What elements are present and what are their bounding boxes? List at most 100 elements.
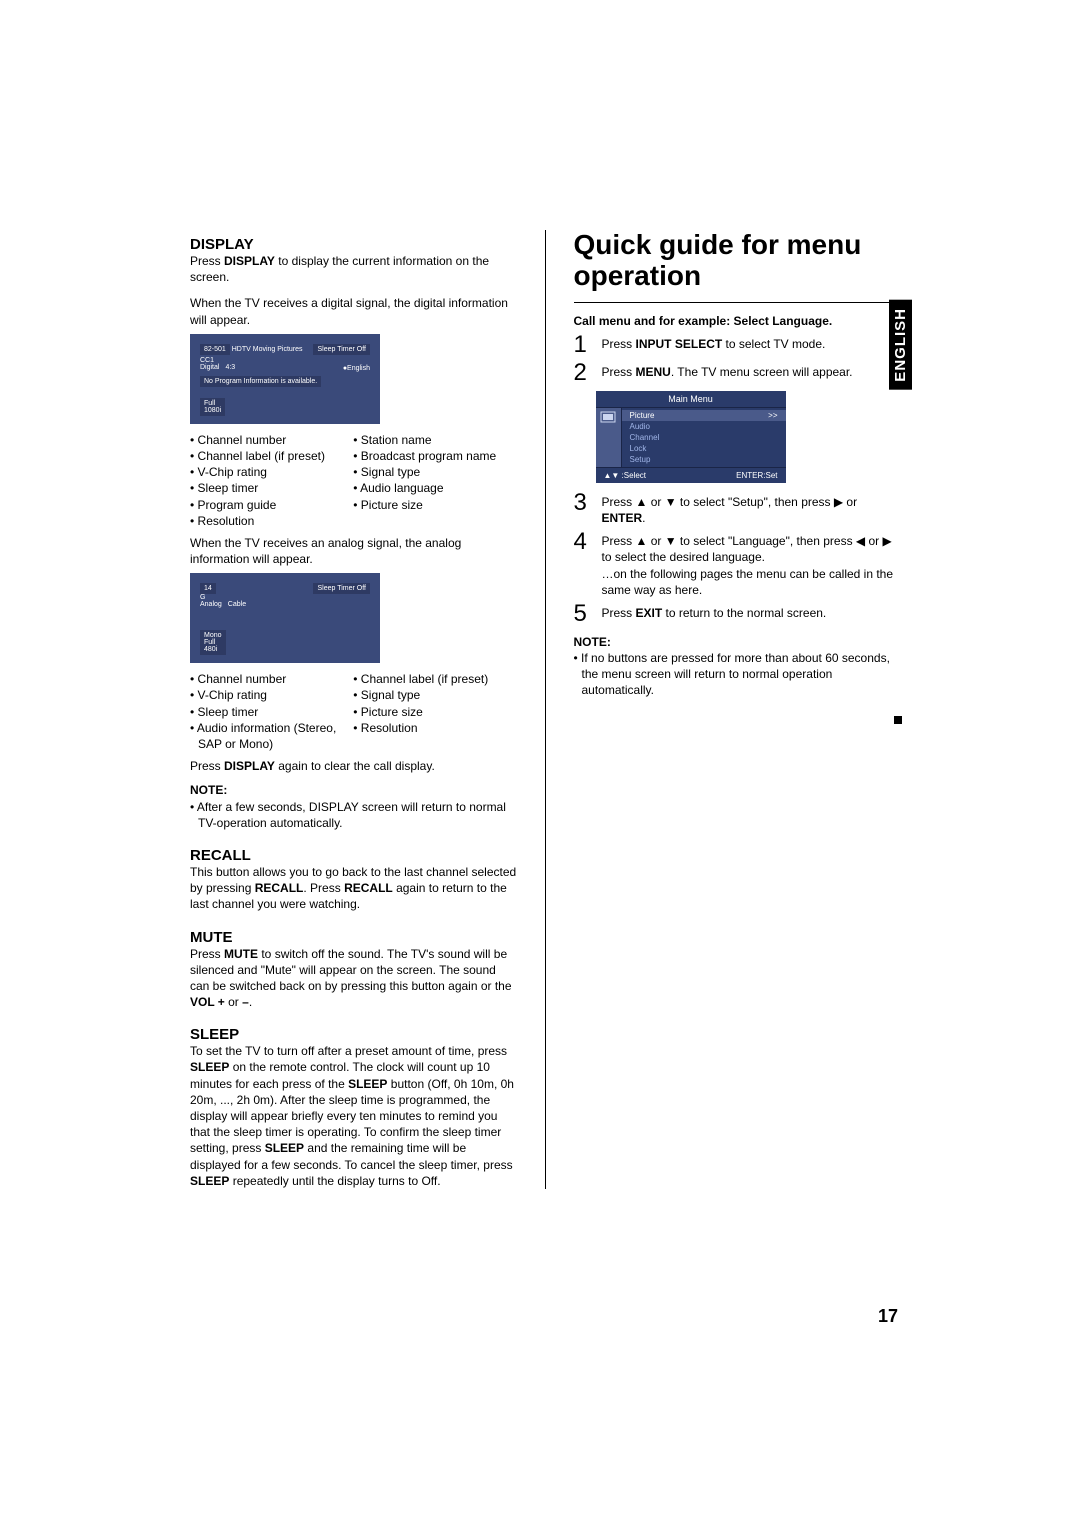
recall-heading: RECALL — [190, 847, 517, 864]
t: ENTER:Set — [736, 471, 777, 480]
li: Picture size — [361, 704, 516, 720]
menu-title: Main Menu — [596, 391, 786, 408]
display-intro: Press DISPLAY to display the current inf… — [190, 253, 517, 285]
t: G — [200, 594, 246, 601]
menu-item: Setup — [622, 454, 786, 465]
press-again: Press DISPLAY again to clear the call di… — [190, 758, 517, 774]
t: MUTE — [224, 947, 258, 961]
t: 14 — [200, 583, 216, 594]
t: SLEEP — [265, 1141, 304, 1155]
mute-text: Press MUTE to switch off the sound. The … — [190, 946, 517, 1011]
t: Sleep Timer Off — [313, 344, 370, 355]
step-num: 1 — [574, 333, 594, 357]
t: DISPLAY — [224, 759, 275, 773]
t: RECALL — [344, 881, 393, 895]
li: After a few seconds, DISPLAY screen will… — [198, 799, 517, 831]
li: Channel label (if preset) — [198, 448, 353, 464]
step-1: 1 Press INPUT SELECT to select TV mode. — [574, 333, 901, 357]
t: DISPLAY — [224, 254, 275, 268]
title-underline — [574, 302, 901, 303]
t: Sleep Timer Off — [313, 583, 370, 594]
t: ENTER — [602, 511, 643, 525]
li: V-Chip rating — [198, 687, 353, 703]
t: – — [242, 995, 249, 1009]
t: SLEEP — [190, 1060, 229, 1074]
t: repeatedly until the display turns to Of… — [229, 1174, 440, 1188]
t: ▲▼ :Select — [604, 471, 647, 480]
menu-item: Lock — [622, 443, 786, 454]
t: MENU — [636, 365, 671, 379]
t: Press ▲ or ▼ to select "Setup", then pre… — [602, 495, 858, 509]
note-heading: NOTE: — [574, 634, 901, 650]
display-heading: DISPLAY — [190, 236, 517, 253]
step-num: 5 — [574, 602, 594, 626]
li: Picture size — [361, 497, 516, 513]
t: VOL + — [190, 995, 225, 1009]
analog-lead: When the TV receives an analog signal, t… — [190, 535, 517, 567]
digital-bullets: Channel number Channel label (if preset)… — [190, 432, 517, 529]
right-column: Quick guide for menu operation Call menu… — [574, 230, 901, 1189]
page-number: 17 — [878, 1306, 898, 1327]
t: Analog — [200, 601, 222, 608]
menu-icon — [596, 408, 622, 467]
osd-ch: 82-501 — [200, 344, 230, 355]
t: …on the following pages the menu can be … — [602, 566, 901, 598]
osd-title: HDTV Moving Pictures — [232, 346, 303, 353]
t: No Program Information is available. — [200, 376, 321, 387]
t: Press — [602, 606, 636, 620]
steps-list-2: 3 Press ▲ or ▼ to select "Setup", then p… — [574, 491, 901, 626]
steps-list: 1 Press INPUT SELECT to select TV mode. … — [574, 333, 901, 385]
note-list: If no buttons are pressed for more than … — [574, 650, 901, 699]
t: . — [642, 511, 645, 525]
step-3: 3 Press ▲ or ▼ to select "Setup", then p… — [574, 491, 901, 526]
t: . Press — [303, 881, 344, 895]
t: Picture — [630, 411, 655, 420]
t: Press — [190, 947, 224, 961]
note-list: After a few seconds, DISPLAY screen will… — [190, 799, 517, 831]
t: 1080i — [204, 407, 221, 414]
t: to select TV mode. — [722, 337, 825, 351]
li: Broadcast program name — [361, 448, 516, 464]
li: Sleep timer — [198, 480, 353, 496]
step-5: 5 Press EXIT to return to the normal scr… — [574, 602, 901, 626]
sleep-text: To set the TV to turn off after a preset… — [190, 1043, 517, 1189]
t: Digital — [200, 364, 219, 371]
t: EXIT — [636, 606, 663, 620]
t: Press — [190, 759, 224, 773]
li: Channel label (if preset) — [361, 671, 516, 687]
li: Resolution — [198, 513, 353, 529]
t: SLEEP — [190, 1174, 229, 1188]
sleep-heading: SLEEP — [190, 1026, 517, 1043]
t: >> — [768, 411, 777, 420]
menu-item: Audio — [622, 421, 786, 432]
language-tab: ENGLISH — [889, 300, 912, 390]
t: CC1 — [200, 357, 214, 364]
menu-item: Channel — [622, 432, 786, 443]
t: 4:3 — [225, 364, 235, 371]
li: Program guide — [198, 497, 353, 513]
end-marker — [894, 716, 902, 724]
t: to return to the normal screen. — [662, 606, 826, 620]
t: Press — [602, 365, 636, 379]
t: or — [225, 995, 242, 1009]
li: Signal type — [361, 687, 516, 703]
li: Signal type — [361, 464, 516, 480]
t: Full — [204, 400, 221, 407]
t: . — [249, 995, 252, 1009]
step-num: 3 — [574, 491, 594, 526]
t: Press — [190, 254, 224, 268]
quick-guide-title: Quick guide for menu operation — [574, 230, 901, 292]
t: SLEEP — [348, 1077, 387, 1091]
osd-digital: 82-501 HDTV Moving Pictures CC1 Digital … — [190, 334, 380, 424]
t: RECALL — [255, 881, 304, 895]
recall-text: This button allows you to go back to the… — [190, 864, 517, 913]
li: Resolution — [361, 720, 516, 736]
digital-lead: When the TV receives a digital signal, t… — [190, 295, 517, 327]
step-num: 4 — [574, 530, 594, 598]
t: Call menu and for example: Select Langua… — [574, 314, 833, 328]
li: Sleep timer — [198, 704, 353, 720]
subhead: Call menu and for example: Select Langua… — [574, 313, 901, 329]
analog-bullets: Channel number V-Chip rating Sleep timer… — [190, 671, 517, 752]
step-4: 4 Press ▲ or ▼ to select "Language", the… — [574, 530, 901, 598]
li: If no buttons are pressed for more than … — [582, 650, 901, 699]
